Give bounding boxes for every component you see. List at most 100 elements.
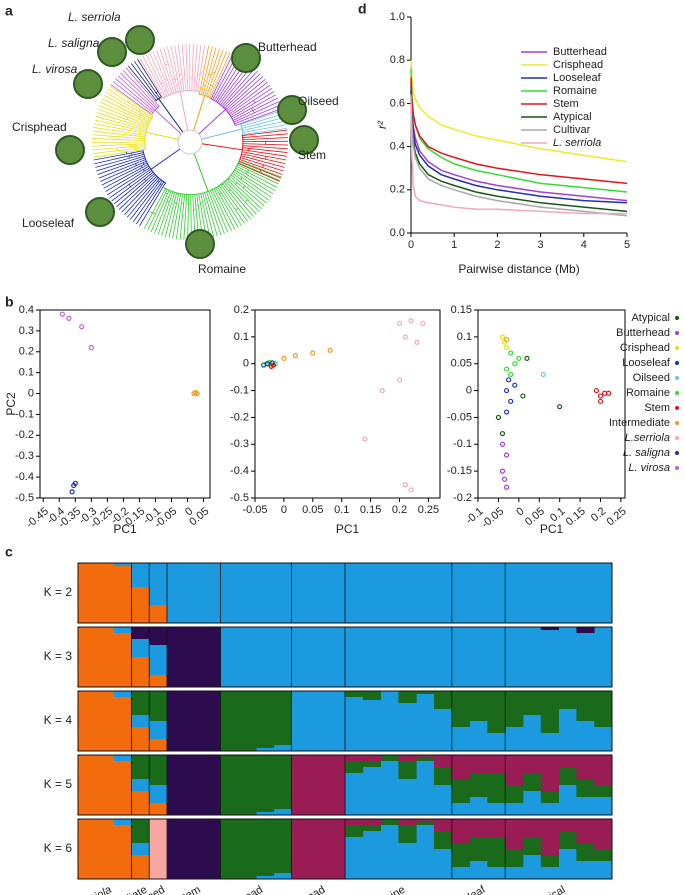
tree-branch <box>124 177 159 216</box>
pca-point <box>310 350 316 356</box>
ancestry-segment <box>398 825 417 843</box>
ancestry-segment <box>540 791 559 803</box>
tree-branch <box>197 45 206 92</box>
ancestry-segment <box>576 627 595 633</box>
tree-branch <box>235 207 239 211</box>
ancestry-segment <box>416 691 435 694</box>
tree-branch <box>208 73 212 76</box>
ancestry-segment <box>558 563 577 623</box>
y-tick-label: 0.0 <box>390 227 405 239</box>
ancestry-segment <box>469 797 488 815</box>
tree-branch <box>213 188 236 230</box>
pca-point <box>593 387 600 394</box>
ancestry-segment <box>416 758 435 761</box>
tree-branch <box>240 155 285 168</box>
tree-branch <box>242 145 288 150</box>
ancestry-segment <box>78 755 97 815</box>
group-label: Butterhead <box>212 884 265 895</box>
ancestry-segment <box>167 563 186 623</box>
ancestry-segment <box>78 819 97 879</box>
tree-branch <box>242 143 288 146</box>
tree-branch <box>95 115 147 131</box>
tree-branch <box>134 61 160 99</box>
ancestry-segment <box>594 797 613 815</box>
tree-branch <box>179 91 189 131</box>
ancestry-segment <box>113 691 132 697</box>
ancestry-segment <box>327 755 346 815</box>
pca-point <box>503 366 510 372</box>
pca-point <box>520 393 526 399</box>
tree-branch <box>222 183 251 220</box>
plant-photo <box>125 25 155 55</box>
ancestry-segment <box>167 755 186 815</box>
ancestry-segment <box>131 727 150 751</box>
ancestry-segment <box>469 773 488 797</box>
tree-branch <box>238 160 282 178</box>
tree-branch <box>218 185 245 224</box>
tree-branch <box>107 88 153 118</box>
ancestry-segment <box>451 819 470 843</box>
ancestry-segment <box>256 876 275 879</box>
ancestry-segment <box>362 831 381 879</box>
x-tick-label: 0.15 <box>360 504 381 516</box>
tree-branch <box>101 98 150 123</box>
x-tick-label: 0.1 <box>334 504 349 516</box>
legend-swatch <box>675 436 679 440</box>
tree-branch <box>200 46 213 95</box>
ancestry-segment <box>113 627 132 633</box>
tree-branch <box>223 181 254 217</box>
ancestry-segment <box>345 837 364 879</box>
tree-branch <box>142 150 167 184</box>
ancestry-segment <box>131 855 150 879</box>
pca-point <box>79 324 85 330</box>
legend-label: Stem <box>553 98 579 110</box>
legend-swatch <box>675 451 679 455</box>
tree-branch <box>163 159 240 196</box>
tree-branch <box>145 131 179 140</box>
ancestry-segment <box>451 563 470 623</box>
tree-branch <box>187 194 190 240</box>
ancestry-segment <box>238 691 257 751</box>
pca-point <box>512 361 518 367</box>
ancestry-segment <box>95 563 114 623</box>
ancestry-segment <box>273 627 292 687</box>
ancestry-segment <box>416 694 435 751</box>
ancestry-segment <box>523 755 542 773</box>
y-tick-label: -0.3 <box>230 438 249 450</box>
x-axis-label: PC1 <box>113 522 137 536</box>
y-tick-label: -0.5 <box>230 492 249 504</box>
ancestry-segment <box>576 721 595 751</box>
pca-point <box>557 404 563 410</box>
tree-branch <box>107 167 151 196</box>
ancestry-segment <box>505 727 524 751</box>
panel-label: c <box>5 544 13 560</box>
tree-branch <box>224 73 261 109</box>
legend-label: Looseleaf <box>622 357 671 369</box>
tree-branch <box>206 191 222 236</box>
ancestry-segment <box>523 715 542 751</box>
ancestry-segment <box>398 819 417 825</box>
ancestry-segment <box>273 819 292 873</box>
ancestry-segment <box>291 627 310 687</box>
tree-branch <box>209 52 231 98</box>
tree-branch <box>170 45 181 92</box>
pca-point <box>503 409 510 415</box>
ancestry-segment <box>487 563 506 623</box>
pca-point <box>69 489 75 495</box>
pca-point <box>508 350 514 356</box>
tree-branch <box>242 129 288 136</box>
tree-branch <box>109 168 152 199</box>
ancestry-segment <box>469 721 488 751</box>
pca-point <box>503 345 510 351</box>
ancestry-segment <box>594 691 613 727</box>
tree-branch <box>165 63 169 66</box>
plant-photo <box>85 197 115 227</box>
ancestry-segment <box>273 745 292 751</box>
ancestry-segment <box>434 831 453 849</box>
tree-branch <box>241 151 287 161</box>
tree-branch <box>212 71 215 74</box>
ancestry-segment <box>540 803 559 815</box>
tree-branch <box>101 162 148 186</box>
y-tick-label: 0.6 <box>390 97 405 109</box>
y-tick-label: 0.2 <box>390 184 405 196</box>
